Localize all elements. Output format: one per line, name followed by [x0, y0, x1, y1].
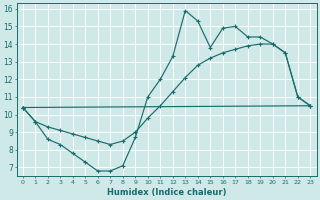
X-axis label: Humidex (Indice chaleur): Humidex (Indice chaleur) [107, 188, 226, 197]
